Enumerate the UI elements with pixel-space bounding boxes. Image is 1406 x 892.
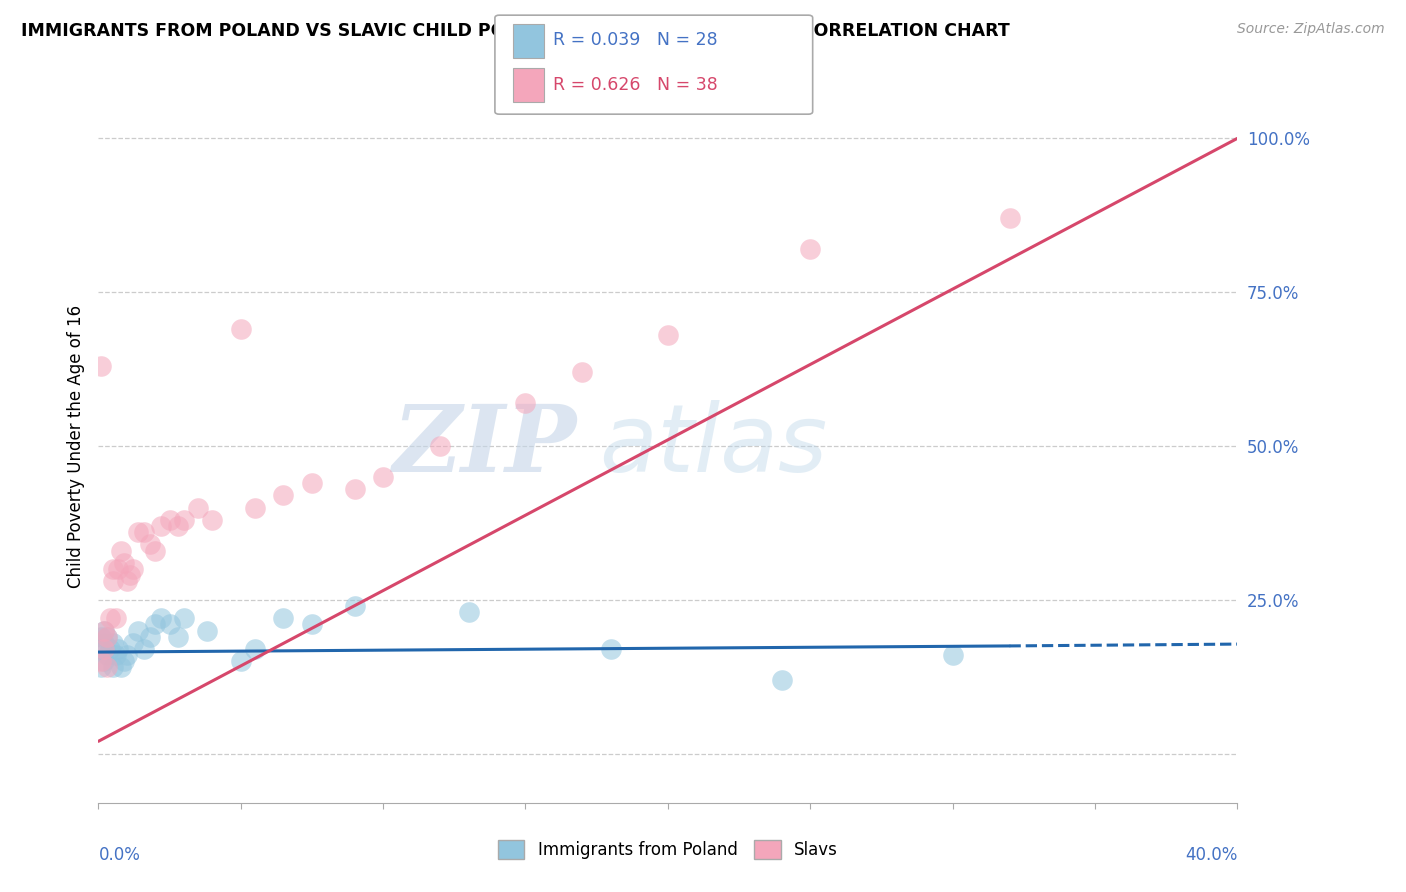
Point [195, 624, 218, 638]
Point [571, 365, 593, 379]
Point [167, 519, 190, 533]
Point [101, 562, 124, 576]
Point [343, 599, 366, 613]
Point [115, 648, 138, 662]
Text: ZIP: ZIP [392, 401, 576, 491]
Point [150, 519, 173, 533]
Point [138, 537, 160, 551]
Point [107, 562, 129, 576]
Point [942, 648, 965, 662]
Point [118, 568, 141, 582]
Point [98, 611, 121, 625]
Point [96, 630, 118, 644]
Point [229, 654, 252, 668]
Point [457, 605, 479, 619]
Point [187, 500, 209, 515]
Point [115, 574, 138, 589]
Point [243, 642, 266, 657]
Point [98, 642, 121, 657]
Point [301, 617, 323, 632]
Text: R = 0.039   N = 28: R = 0.039 N = 28 [553, 31, 717, 49]
Point [301, 475, 323, 490]
Text: atlas: atlas [599, 401, 828, 491]
Point [132, 525, 155, 540]
Text: Source: ZipAtlas.com: Source: ZipAtlas.com [1237, 22, 1385, 37]
Point [127, 624, 149, 638]
Point [96, 660, 118, 674]
Text: 0.0%: 0.0% [98, 846, 141, 863]
Point [150, 611, 173, 625]
Point [90, 359, 112, 373]
Point [159, 513, 181, 527]
Point [273, 611, 295, 625]
Point [429, 439, 451, 453]
Point [101, 660, 124, 674]
Point [243, 500, 266, 515]
Text: IMMIGRANTS FROM POLAND VS SLAVIC CHILD POVERTY UNDER THE AGE OF 16 CORRELATION C: IMMIGRANTS FROM POLAND VS SLAVIC CHILD P… [21, 22, 1010, 40]
Point [93, 636, 115, 650]
Point [96, 630, 118, 644]
Point [138, 630, 160, 644]
Point [173, 611, 195, 625]
Point [101, 636, 124, 650]
Point [132, 642, 155, 657]
Point [343, 482, 366, 496]
Point [145, 617, 167, 632]
Point [90, 630, 112, 644]
Point [96, 648, 118, 662]
Point [90, 642, 112, 657]
Point [110, 660, 132, 674]
Point [107, 642, 129, 657]
Point [515, 396, 537, 410]
Point [770, 673, 793, 687]
Point [112, 556, 135, 570]
Point [600, 642, 623, 657]
Point [273, 488, 295, 502]
Point [121, 636, 143, 650]
Point [373, 469, 395, 483]
Point [229, 322, 252, 336]
Legend: Immigrants from Poland, Slavs: Immigrants from Poland, Slavs [491, 834, 845, 866]
Point [93, 624, 115, 638]
Y-axis label: Child Poverty Under the Age of 16: Child Poverty Under the Age of 16 [66, 304, 84, 588]
Point [93, 624, 115, 638]
Point [657, 328, 679, 343]
Point [127, 525, 149, 540]
Point [173, 513, 195, 527]
Point [93, 642, 115, 657]
Point [145, 543, 167, 558]
Point [159, 617, 181, 632]
Point [167, 630, 190, 644]
Point [998, 211, 1021, 226]
Point [799, 242, 821, 256]
Point [201, 513, 224, 527]
Point [101, 574, 124, 589]
Point [104, 648, 127, 662]
Point [112, 654, 135, 668]
Text: R = 0.626   N = 38: R = 0.626 N = 38 [553, 77, 717, 95]
Point [90, 660, 112, 674]
Point [110, 543, 132, 558]
Point [93, 654, 115, 668]
Point [104, 611, 127, 625]
Text: 40.0%: 40.0% [1185, 846, 1237, 863]
Point [90, 654, 112, 668]
Point [121, 562, 143, 576]
